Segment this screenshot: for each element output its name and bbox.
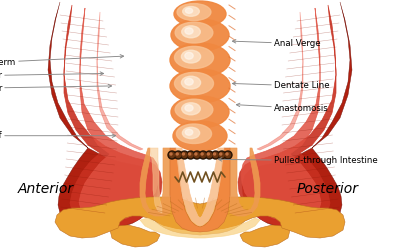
Polygon shape bbox=[79, 8, 159, 221]
Circle shape bbox=[207, 153, 209, 155]
Ellipse shape bbox=[175, 22, 213, 43]
Circle shape bbox=[176, 153, 178, 155]
Ellipse shape bbox=[174, 46, 214, 68]
Text: Anal Verge: Anal Verge bbox=[232, 39, 321, 48]
Circle shape bbox=[212, 151, 220, 159]
Ellipse shape bbox=[171, 19, 229, 51]
Circle shape bbox=[213, 152, 218, 158]
Circle shape bbox=[199, 151, 207, 159]
Polygon shape bbox=[150, 148, 162, 213]
Ellipse shape bbox=[185, 28, 193, 34]
Circle shape bbox=[188, 152, 193, 158]
Ellipse shape bbox=[182, 76, 200, 89]
Text: Posterior: Posterior bbox=[297, 182, 359, 196]
Ellipse shape bbox=[175, 99, 213, 120]
Circle shape bbox=[219, 152, 224, 158]
Circle shape bbox=[182, 152, 187, 158]
Ellipse shape bbox=[174, 72, 214, 95]
Circle shape bbox=[174, 151, 182, 159]
Circle shape bbox=[182, 153, 184, 155]
Polygon shape bbox=[242, 2, 352, 232]
Ellipse shape bbox=[182, 50, 200, 63]
Polygon shape bbox=[257, 12, 303, 150]
Polygon shape bbox=[55, 197, 345, 238]
Polygon shape bbox=[140, 218, 260, 238]
Polygon shape bbox=[240, 225, 290, 247]
Polygon shape bbox=[140, 148, 170, 216]
Ellipse shape bbox=[183, 6, 199, 16]
Ellipse shape bbox=[185, 129, 193, 135]
Text: Anoderm: Anoderm bbox=[0, 55, 124, 67]
Ellipse shape bbox=[182, 127, 200, 139]
Circle shape bbox=[170, 152, 174, 158]
Circle shape bbox=[195, 153, 197, 155]
Polygon shape bbox=[48, 2, 158, 232]
Ellipse shape bbox=[177, 3, 211, 20]
Polygon shape bbox=[110, 225, 160, 247]
Ellipse shape bbox=[174, 1, 226, 27]
Circle shape bbox=[168, 151, 176, 159]
Text: Internal Sphincter: Internal Sphincter bbox=[0, 84, 112, 93]
Polygon shape bbox=[97, 12, 143, 150]
Circle shape bbox=[220, 153, 222, 155]
Circle shape bbox=[226, 153, 228, 155]
Text: Residual Muscular Cuff: Residual Muscular Cuff bbox=[0, 131, 116, 140]
Ellipse shape bbox=[171, 96, 229, 128]
Circle shape bbox=[207, 152, 212, 158]
Ellipse shape bbox=[176, 124, 212, 143]
Circle shape bbox=[201, 152, 206, 158]
Ellipse shape bbox=[173, 121, 227, 151]
Polygon shape bbox=[170, 148, 230, 232]
Polygon shape bbox=[238, 5, 336, 227]
Ellipse shape bbox=[182, 26, 200, 38]
Circle shape bbox=[187, 151, 195, 159]
Polygon shape bbox=[64, 5, 162, 227]
Circle shape bbox=[170, 153, 172, 155]
Circle shape bbox=[218, 151, 226, 159]
Ellipse shape bbox=[170, 69, 230, 103]
Polygon shape bbox=[241, 8, 321, 221]
Ellipse shape bbox=[185, 78, 193, 85]
Circle shape bbox=[194, 152, 199, 158]
Circle shape bbox=[193, 151, 201, 159]
Ellipse shape bbox=[185, 105, 193, 111]
Circle shape bbox=[189, 153, 191, 155]
Circle shape bbox=[176, 152, 181, 158]
Polygon shape bbox=[230, 148, 260, 216]
Text: Dentate Line: Dentate Line bbox=[232, 81, 330, 90]
Ellipse shape bbox=[185, 52, 193, 59]
Circle shape bbox=[201, 153, 203, 155]
Text: Anterior: Anterior bbox=[18, 182, 74, 196]
Circle shape bbox=[224, 151, 232, 159]
Ellipse shape bbox=[182, 103, 200, 115]
Circle shape bbox=[214, 153, 216, 155]
Text: External Sphincter: External Sphincter bbox=[0, 71, 104, 80]
Text: Pulled-through Intestine: Pulled-through Intestine bbox=[218, 156, 378, 165]
Text: Anastomosis: Anastomosis bbox=[236, 103, 329, 113]
Circle shape bbox=[180, 151, 188, 159]
Circle shape bbox=[226, 152, 230, 158]
Ellipse shape bbox=[185, 8, 193, 13]
Polygon shape bbox=[176, 148, 224, 226]
Circle shape bbox=[205, 151, 213, 159]
Ellipse shape bbox=[170, 43, 230, 77]
